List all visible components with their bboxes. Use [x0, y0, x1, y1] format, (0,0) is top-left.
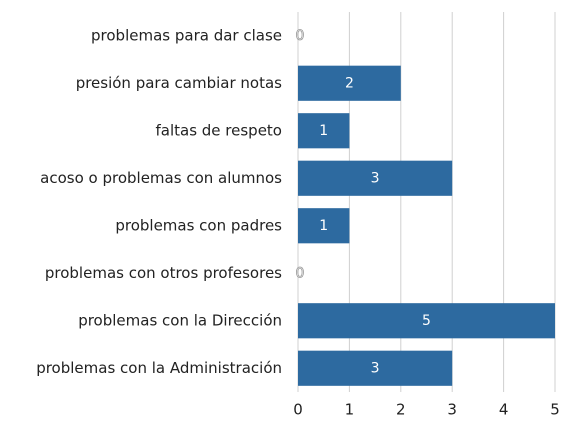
y-tick-label: acoso o problemas con alumnos — [40, 169, 282, 187]
y-tick-label: faltas de respeto — [155, 121, 282, 139]
y-tick-label: problemas para dar clase — [91, 26, 282, 44]
bar — [298, 350, 453, 386]
x-tick-label: 4 — [499, 401, 509, 419]
y-tick-label: problemas con la Administración — [36, 359, 282, 377]
bar — [298, 65, 401, 101]
bar — [298, 303, 555, 339]
data-label: 3 — [371, 170, 380, 186]
y-tick-label: problemas con la Dirección — [78, 311, 282, 329]
data-label: 1 — [319, 123, 328, 139]
y-tick-label: presión para cambiar notas — [76, 74, 282, 92]
x-tick-label: 1 — [345, 401, 355, 419]
data-label: 2 — [345, 75, 354, 91]
x-tick-label: 0 — [293, 401, 303, 419]
data-label: 3 — [371, 360, 380, 376]
data-label: 0 — [296, 28, 305, 44]
data-label: 0 — [296, 265, 305, 281]
data-label: 5 — [422, 313, 431, 329]
y-tick-label: problemas con otros profesores — [45, 264, 282, 282]
x-tick-label: 3 — [447, 401, 457, 419]
y-tick-label: problemas con padres — [115, 216, 282, 234]
data-label: 1 — [319, 218, 328, 234]
bar — [298, 113, 350, 149]
bar — [298, 208, 350, 244]
bar — [298, 160, 453, 196]
x-tick-label: 2 — [396, 401, 406, 419]
x-tick-label: 5 — [550, 401, 560, 419]
